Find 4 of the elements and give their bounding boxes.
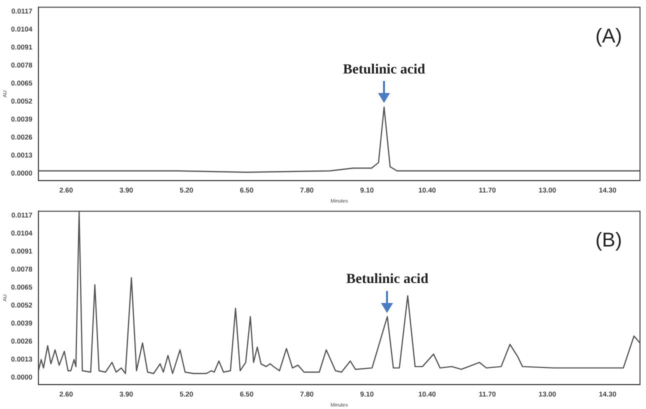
annotation: Betulinic acid [343, 62, 426, 78]
annotation: (B) [595, 230, 622, 252]
annotation: Betulinic acid [346, 272, 429, 288]
annotation: (A) [595, 26, 622, 48]
